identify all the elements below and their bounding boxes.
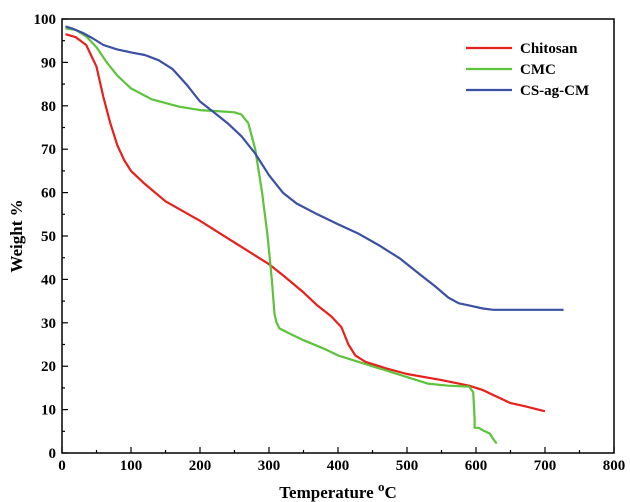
legend-label: CS-ag-CM (520, 83, 589, 99)
y-tick-label: 50 (41, 229, 56, 245)
x-tick-label: 0 (58, 458, 66, 474)
x-tick-label: 300 (258, 458, 281, 474)
x-axis-title: Temperature oC (279, 479, 396, 502)
legend-label: CMC (520, 62, 556, 78)
y-tick-label: 10 (41, 403, 56, 419)
legend: Chitosan CMC CS-ag-CM (466, 41, 589, 99)
x-tick-label: 100 (120, 458, 143, 474)
series-line-chitosan (65, 33, 546, 413)
series-layer (65, 25, 564, 445)
y-tick-label: 60 (41, 186, 56, 202)
y-axis-ticks: 0 10 20 30 40 50 60 70 80 90 100 (34, 12, 68, 462)
x-axis-unit-degree: o (378, 479, 385, 494)
x-axis-title-text: Temperature (279, 483, 374, 502)
series-line-cmc (65, 27, 498, 445)
x-tick-label: 200 (189, 458, 212, 474)
x-axis-unit-letter: C (384, 483, 396, 502)
y-tick-label: 100 (34, 12, 57, 28)
y-tick-label: 40 (41, 272, 56, 288)
x-tick-label: 400 (327, 458, 350, 474)
x-axis-unit: oC (378, 479, 397, 502)
x-tick-label: 500 (396, 458, 419, 474)
y-tick-label: 0 (49, 446, 57, 462)
y-tick-label: 20 (41, 359, 56, 375)
x-axis-ticks: 0 100 200 300 400 500 600 700 800 (58, 447, 625, 474)
legend-label: Chitosan (520, 41, 578, 57)
series-line-cs-ag-cm (65, 25, 564, 311)
y-tick-label: 30 (41, 316, 56, 332)
x-tick-label: 800 (603, 458, 626, 474)
y-tick-label: 90 (41, 55, 56, 71)
x-tick-label: 600 (465, 458, 488, 474)
y-axis-title: Weight % (7, 199, 26, 272)
y-tick-label: 70 (41, 142, 56, 158)
y-tick-label: 80 (41, 99, 56, 115)
x-tick-label: 700 (534, 458, 557, 474)
